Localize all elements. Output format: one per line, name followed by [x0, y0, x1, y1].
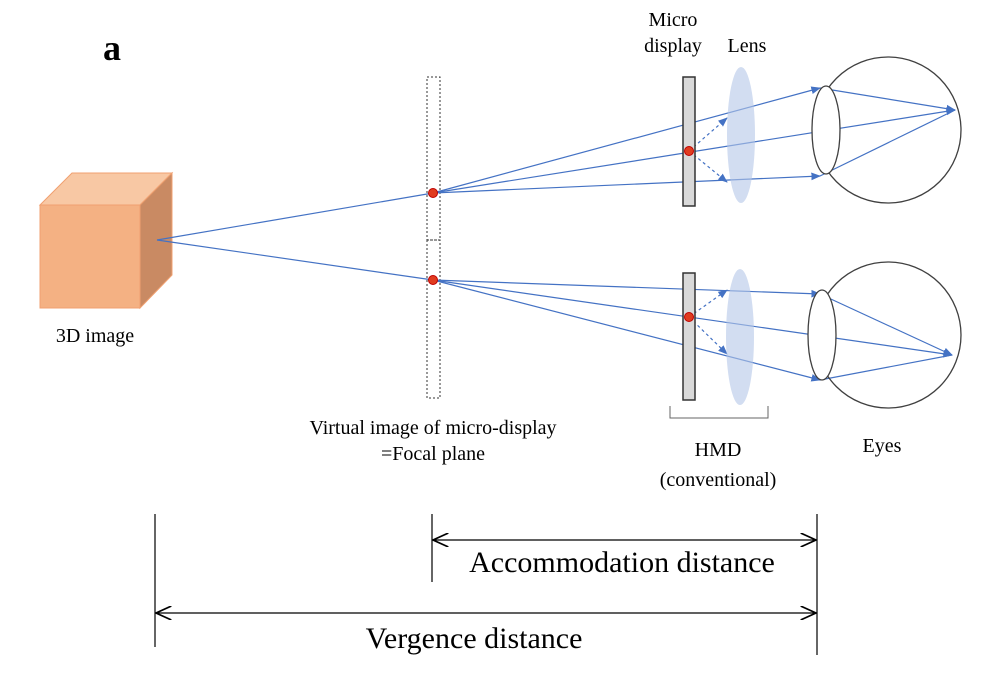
micro-display-label: Micro [649, 9, 698, 31]
hmd-label: (conventional) [660, 469, 777, 491]
panel-label: a [103, 28, 121, 68]
cube [38, 171, 174, 310]
hmd-bracket [669, 406, 769, 419]
vergence-label: Vergence distance [366, 622, 583, 655]
cube-label: 3D image [56, 325, 134, 347]
eyes [807, 56, 962, 409]
hmd-label: HMD [695, 439, 742, 461]
lens-label: Lens [728, 35, 767, 57]
eyes-label: Eyes [863, 435, 902, 457]
points [428, 146, 694, 322]
distance-lines [154, 514, 818, 655]
focal-plane-label: Virtual image of micro-display [309, 417, 556, 439]
focal-plane [426, 76, 441, 399]
focal-plane-label: =Focal plane [381, 443, 485, 465]
accommodation-label: Accommodation distance [469, 546, 775, 579]
hmd [682, 67, 755, 405]
micro-display-label: display [644, 35, 702, 57]
